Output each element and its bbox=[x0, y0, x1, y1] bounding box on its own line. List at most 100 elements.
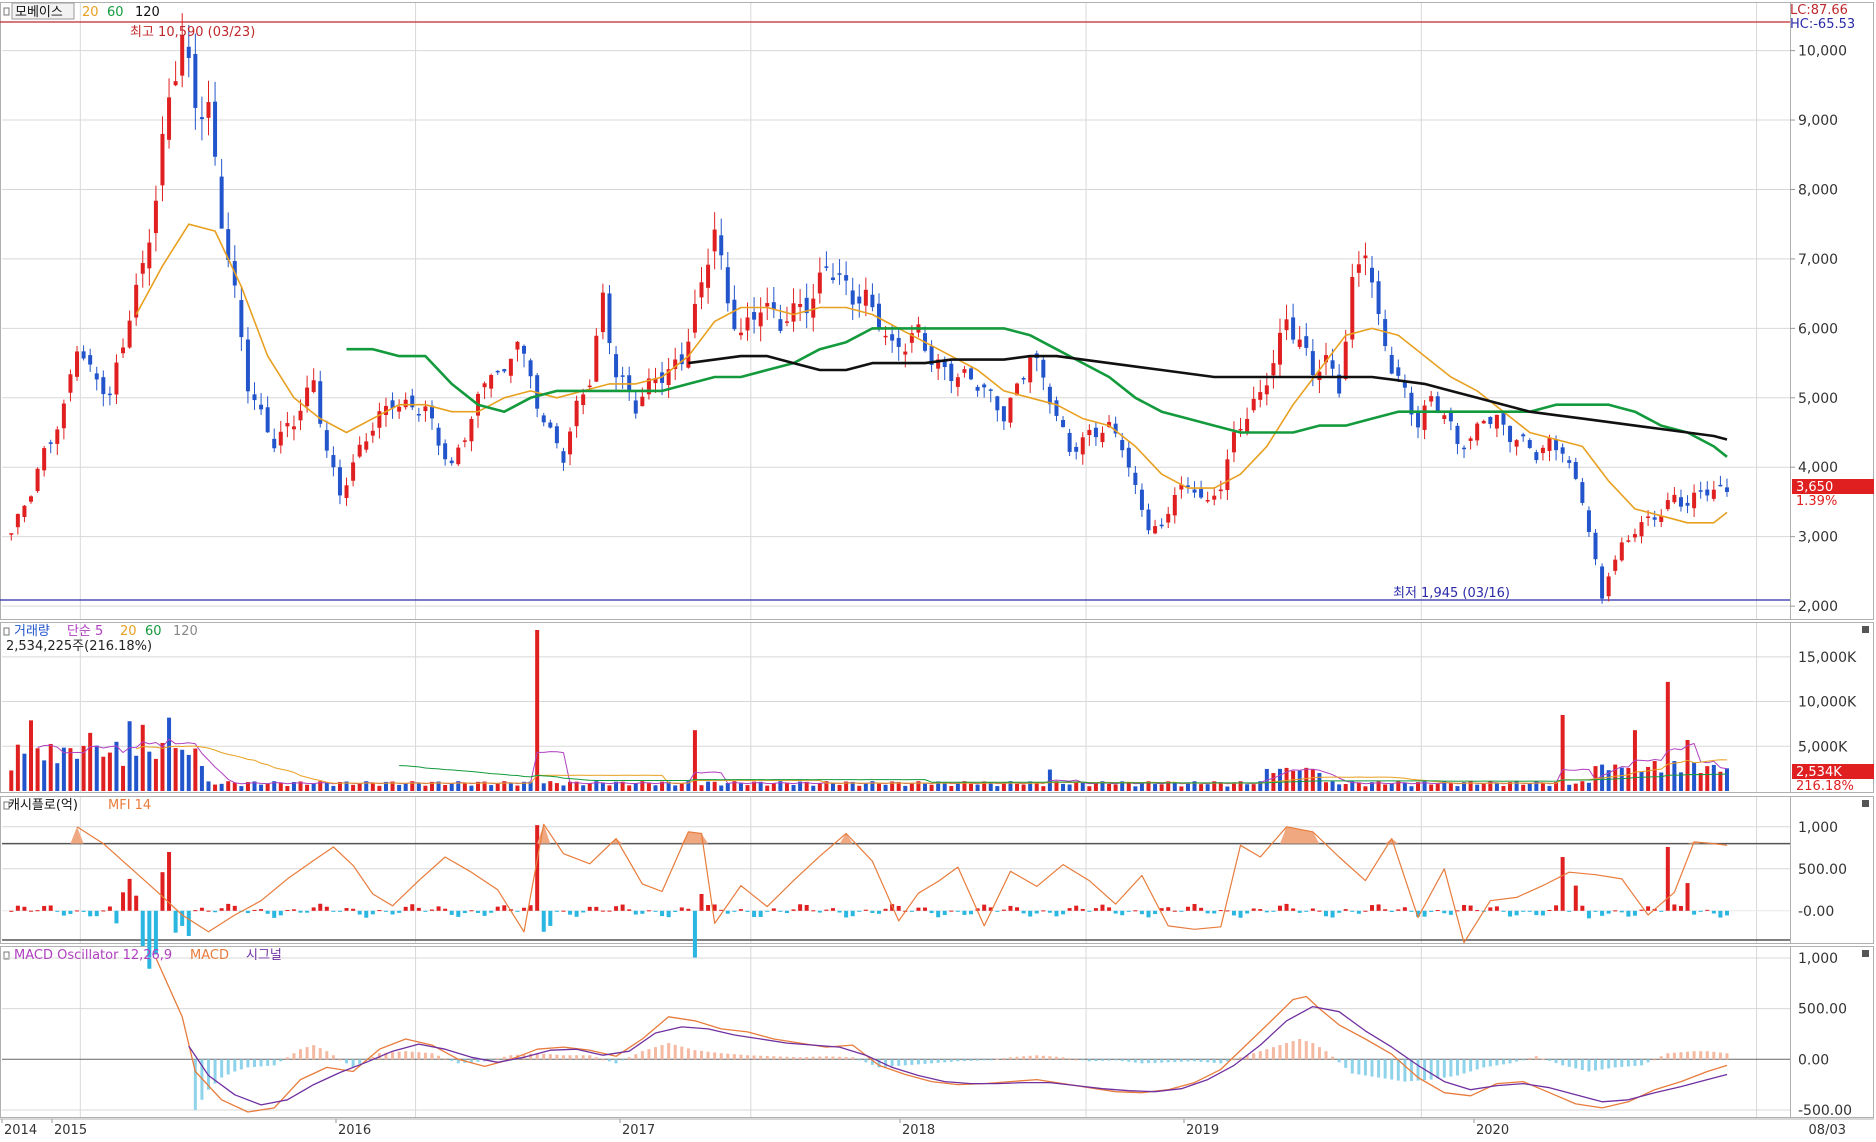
volume-bar bbox=[706, 781, 711, 791]
cash-flow-bar bbox=[1034, 910, 1039, 914]
cash-flow-bar bbox=[627, 909, 632, 911]
candle-body bbox=[817, 272, 822, 294]
cash-flow-bar bbox=[1659, 910, 1664, 912]
cash-flow-bar bbox=[1389, 910, 1394, 913]
volume-bar bbox=[988, 782, 993, 791]
candle-body bbox=[1646, 516, 1651, 518]
macd-oscillator-bar bbox=[627, 1057, 631, 1060]
volume-bar bbox=[15, 744, 20, 791]
candle-body bbox=[1350, 276, 1355, 340]
candle-body bbox=[311, 380, 316, 393]
cash-flow-bar bbox=[548, 910, 553, 926]
volume-bar bbox=[1488, 781, 1493, 791]
cash-flow-bar bbox=[1442, 910, 1447, 914]
cash-flow-bar bbox=[712, 904, 717, 911]
panel-collapse-icon[interactable] bbox=[1862, 950, 1869, 957]
volume-bar bbox=[1646, 766, 1651, 791]
macd-oscillator-bar bbox=[1054, 1056, 1058, 1060]
macd-oscillator-bar bbox=[1449, 1059, 1453, 1077]
candle-body bbox=[1277, 332, 1282, 365]
last-price-label: 3,650 bbox=[1796, 480, 1833, 495]
candle-body bbox=[324, 430, 329, 451]
volume-bar bbox=[403, 783, 408, 791]
cash-flow-bar bbox=[738, 909, 743, 911]
volume-ma5-legend: 단순 5 bbox=[67, 624, 103, 639]
cash-flow-bar bbox=[561, 910, 566, 912]
candle-body bbox=[1678, 497, 1683, 507]
volume-bar bbox=[1455, 786, 1460, 791]
volume-bar bbox=[1448, 782, 1453, 791]
volume-bar bbox=[1317, 772, 1322, 791]
candle-body bbox=[272, 438, 277, 449]
volume-bar bbox=[1061, 783, 1066, 791]
candle-body bbox=[1251, 398, 1256, 411]
candle-body bbox=[397, 406, 402, 412]
cash-flow-bar bbox=[581, 910, 586, 913]
volume-bar bbox=[1337, 784, 1342, 791]
cash-flow-bar bbox=[443, 908, 448, 911]
macd-oscillator-bar bbox=[1212, 1059, 1216, 1063]
cash-flow-bar bbox=[1093, 908, 1098, 911]
volume-bar bbox=[489, 785, 494, 791]
macd-oscillator-bar bbox=[266, 1059, 270, 1066]
macd-oscillator-bar bbox=[1015, 1056, 1019, 1060]
candle-body bbox=[896, 337, 901, 347]
candle-body bbox=[653, 378, 658, 384]
stock-name-box[interactable] bbox=[11, 2, 75, 20]
macd-oscillator-bar bbox=[1206, 1059, 1210, 1063]
candle-body bbox=[1356, 264, 1361, 273]
macd-oscillator-bar bbox=[700, 1050, 704, 1060]
price-y-tick-label: 7,000 bbox=[1798, 252, 1838, 268]
macd-oscillator-bar bbox=[1409, 1059, 1413, 1082]
macd-oscillator-bar bbox=[226, 1059, 230, 1075]
candle-body bbox=[22, 505, 27, 517]
macd-oscillator-bar bbox=[1653, 1059, 1657, 1061]
cash-flow-bar bbox=[1626, 910, 1631, 917]
volume-bar bbox=[42, 760, 47, 791]
macd-oscillator-bar bbox=[1600, 1059, 1604, 1070]
volume-bar bbox=[1711, 764, 1716, 791]
volume-bar bbox=[1330, 781, 1335, 791]
ma120-line bbox=[688, 354, 1728, 441]
volume-bar bbox=[1540, 782, 1545, 791]
volume-bar bbox=[88, 732, 93, 791]
volume-bar bbox=[1179, 786, 1184, 791]
macd-oscillator-bar bbox=[1554, 1059, 1558, 1064]
candle-body bbox=[508, 358, 513, 376]
cash-flow-bar bbox=[1185, 906, 1190, 911]
volume-bar bbox=[778, 781, 783, 791]
candle-body bbox=[9, 533, 14, 535]
volume-bar bbox=[863, 782, 868, 791]
macd-oscillator-bar bbox=[253, 1059, 257, 1067]
cash-flow-bar bbox=[127, 878, 132, 911]
candle-body bbox=[1475, 423, 1480, 441]
volume-bar bbox=[147, 751, 152, 791]
macd-oscillator-bar bbox=[371, 1056, 375, 1060]
volume-bar bbox=[278, 782, 283, 791]
candle-body bbox=[541, 415, 546, 423]
panel-collapse-icon[interactable] bbox=[1862, 800, 1869, 807]
volume-bar bbox=[541, 783, 546, 791]
cash-flow-bar bbox=[456, 910, 461, 917]
volume-bar bbox=[1310, 769, 1315, 791]
cash-flow-bar bbox=[679, 907, 684, 911]
volume-bar bbox=[1422, 781, 1427, 791]
macd-oscillator-bar bbox=[785, 1056, 789, 1060]
panel-collapse-icon[interactable] bbox=[1862, 626, 1869, 633]
macd-oscillator-bar bbox=[1127, 1059, 1131, 1062]
cash-flow-bar bbox=[758, 910, 763, 917]
macd-oscillator-bar bbox=[331, 1055, 335, 1060]
cash-flow-bar bbox=[114, 910, 119, 924]
cash-flow-bar bbox=[692, 910, 697, 958]
volume-bar bbox=[1133, 786, 1138, 791]
candle-body bbox=[1179, 484, 1184, 490]
volume-bar bbox=[1429, 784, 1434, 791]
volume-y-tick-label: 5,000K bbox=[1798, 739, 1848, 755]
macd-oscillator-bar bbox=[1436, 1059, 1440, 1079]
macd-oscillator-bar bbox=[1120, 1059, 1124, 1062]
candle-body bbox=[949, 363, 954, 382]
cash-flow-bar bbox=[1323, 910, 1328, 917]
candle-body bbox=[364, 441, 369, 450]
candle-body bbox=[186, 46, 191, 58]
cash-flow-bar bbox=[541, 910, 546, 932]
